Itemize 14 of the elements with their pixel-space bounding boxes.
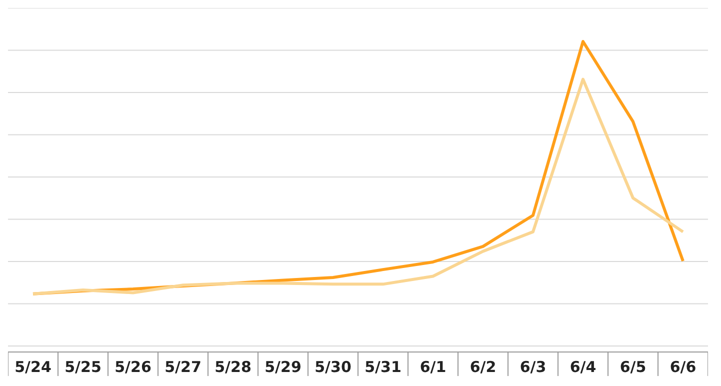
x-tick-label: 5/29 xyxy=(264,358,302,376)
x-tick-label: 5/26 xyxy=(114,358,152,376)
x-tick-label: 6/6 xyxy=(670,358,696,376)
x-tick-label: 6/5 xyxy=(620,358,646,376)
x-tick-label: 6/3 xyxy=(520,358,546,376)
x-tick-label: 5/25 xyxy=(64,358,102,376)
x-tick-label: 5/27 xyxy=(164,358,202,376)
x-tick-label: 5/28 xyxy=(214,358,252,376)
x-tick-label: 5/30 xyxy=(314,358,352,376)
x-tick-label: 6/4 xyxy=(570,358,596,376)
x-tick-label: 6/2 xyxy=(470,358,496,376)
x-tick-label: 5/31 xyxy=(364,358,402,376)
x-tick-label: 5/24 xyxy=(14,358,52,376)
x-tick-label: 6/1 xyxy=(420,358,446,376)
